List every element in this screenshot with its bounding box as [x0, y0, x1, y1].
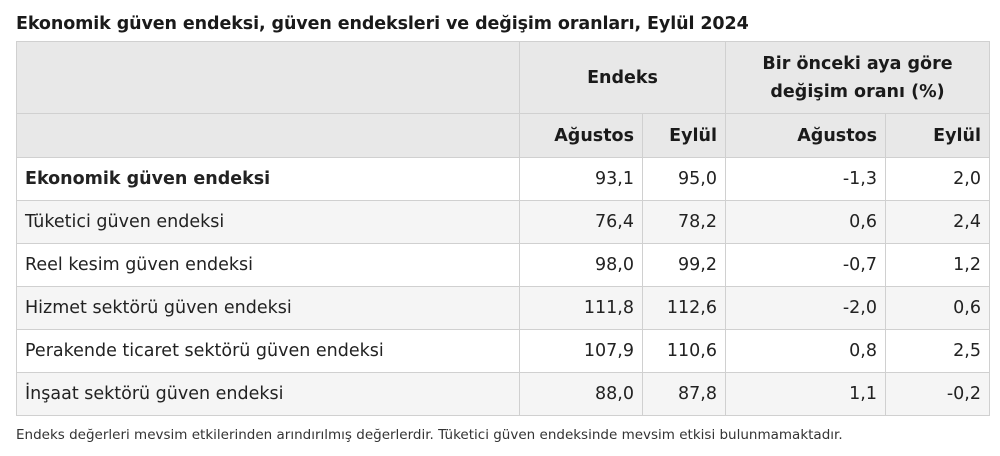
cell-index-august: 88,0 — [519, 372, 643, 416]
cell-index-september: 110,6 — [642, 329, 726, 373]
header-group-change-text: Bir önceki aya göre değişim oranı (%) — [762, 53, 953, 102]
table-title: Ekonomik güven endeksi, güven endeksleri… — [16, 14, 749, 34]
cell-change-september: 2,0 — [885, 157, 990, 201]
cell-index-september: 112,6 — [642, 286, 726, 330]
cell-change-september: 0,6 — [885, 286, 990, 330]
cell-index-august: 111,8 — [519, 286, 643, 330]
cell-change-september: 2,4 — [885, 200, 990, 244]
cell-change-august: 0,8 — [725, 329, 886, 373]
confidence-index-table: Endeks Bir önceki aya göre değişim oranı… — [16, 41, 990, 416]
footnote: Endeks değerleri mevsim etkilerinden arı… — [16, 427, 843, 443]
cell-index-august: 98,0 — [519, 243, 643, 287]
header-group-index: Endeks — [519, 41, 726, 114]
header-empty-2 — [16, 113, 520, 158]
header-group-change: Bir önceki aya göre değişim oranı (%) — [725, 41, 990, 114]
header-index-september: Eylül — [642, 113, 726, 158]
header-empty — [16, 41, 520, 114]
row-label: Ekonomik güven endeksi — [16, 157, 520, 201]
row-label: Tüketici güven endeksi — [16, 200, 520, 244]
cell-index-september: 78,2 — [642, 200, 726, 244]
table-row: Tüketici güven endeksi 76,4 78,2 0,6 2,4 — [16, 200, 990, 244]
cell-index-september: 95,0 — [642, 157, 726, 201]
table-row: Perakende ticaret sektörü güven endeksi … — [16, 329, 990, 373]
cell-change-september: -0,2 — [885, 372, 990, 416]
cell-change-august: 1,1 — [725, 372, 886, 416]
cell-change-september: 2,5 — [885, 329, 990, 373]
cell-index-september: 99,2 — [642, 243, 726, 287]
row-label: İnşaat sektörü güven endeksi — [16, 372, 520, 416]
cell-index-august: 107,9 — [519, 329, 643, 373]
cell-change-august: -2,0 — [725, 286, 886, 330]
cell-index-september: 87,8 — [642, 372, 726, 416]
table-row: Ekonomik güven endeksi 93,1 95,0 -1,3 2,… — [16, 157, 990, 201]
cell-change-august: -1,3 — [725, 157, 886, 201]
cell-index-august: 93,1 — [519, 157, 643, 201]
cell-change-august: -0,7 — [725, 243, 886, 287]
table-row: Reel kesim güven endeksi 98,0 99,2 -0,7 … — [16, 243, 990, 287]
row-label: Perakende ticaret sektörü güven endeksi — [16, 329, 520, 373]
header-index-august: Ağustos — [519, 113, 643, 158]
header-change-august: Ağustos — [725, 113, 886, 158]
row-label: Reel kesim güven endeksi — [16, 243, 520, 287]
header-change-september: Eylül — [885, 113, 990, 158]
cell-change-september: 1,2 — [885, 243, 990, 287]
cell-index-august: 76,4 — [519, 200, 643, 244]
table-row: İnşaat sektörü güven endeksi 88,0 87,8 1… — [16, 372, 990, 416]
cell-change-august: 0,6 — [725, 200, 886, 244]
table-row: Hizmet sektörü güven endeksi 111,8 112,6… — [16, 286, 990, 330]
row-label: Hizmet sektörü güven endeksi — [16, 286, 520, 330]
